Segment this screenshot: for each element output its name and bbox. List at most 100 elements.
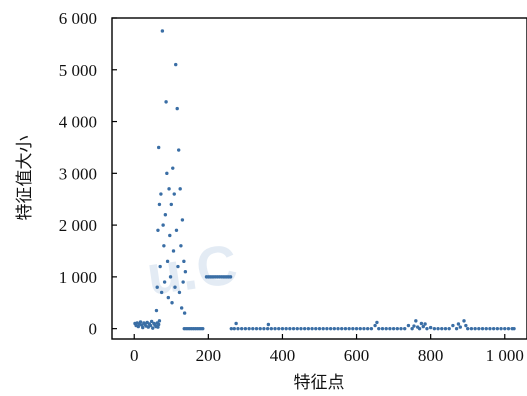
data-point <box>136 324 141 329</box>
data-point <box>159 192 163 196</box>
data-point <box>291 326 296 331</box>
data-point <box>447 326 451 331</box>
x-tick-label: 800 <box>418 346 444 365</box>
y-tick-label: 1 000 <box>59 268 97 287</box>
data-point <box>266 322 271 327</box>
data-point <box>425 326 429 331</box>
data-point <box>172 192 176 196</box>
data-point <box>432 326 437 331</box>
data-point <box>178 187 182 191</box>
data-point <box>149 319 154 324</box>
data-point <box>484 326 488 331</box>
data-point <box>480 326 485 331</box>
data-point <box>391 326 396 331</box>
data-point <box>179 306 184 310</box>
data-point <box>138 320 143 324</box>
data-point <box>161 223 165 227</box>
data-point <box>477 326 481 331</box>
data-point <box>168 233 172 238</box>
data-point <box>410 326 414 331</box>
data-point <box>262 326 266 331</box>
data-point <box>201 326 205 331</box>
y-tick-label: 0 <box>89 320 98 339</box>
data-point <box>182 259 186 264</box>
data-point <box>258 326 262 331</box>
data-point <box>269 326 274 331</box>
data-point <box>417 326 422 331</box>
x-tick-label: 400 <box>270 346 296 365</box>
data-point <box>340 326 344 331</box>
data-point <box>277 326 281 331</box>
data-point <box>406 323 411 328</box>
data-point <box>168 275 173 279</box>
data-point <box>170 301 174 305</box>
data-point <box>306 326 311 331</box>
data-point <box>317 326 322 331</box>
data-point <box>175 106 179 111</box>
data-point <box>180 218 185 222</box>
data-point <box>228 275 233 279</box>
data-point <box>380 326 385 331</box>
x-tick-label: 200 <box>196 346 222 365</box>
data-point <box>251 326 255 331</box>
data-point <box>343 326 348 331</box>
data-point <box>351 326 355 331</box>
axis-ticks: 0 1 000 2 000 3 000 4 000 5 000 6 000 0 200 400 60… <box>59 9 524 365</box>
data-point <box>232 326 236 331</box>
data-point <box>247 326 251 331</box>
data-point <box>388 326 392 331</box>
data-point <box>158 264 162 269</box>
data-point <box>419 321 424 326</box>
data-point <box>354 326 359 331</box>
data-point <box>179 244 183 248</box>
data-point <box>171 249 176 253</box>
data-point <box>176 264 180 269</box>
data-point <box>162 244 166 248</box>
data-point <box>373 323 377 328</box>
data-point <box>458 325 462 329</box>
data-point <box>177 148 181 152</box>
data-point <box>174 62 178 67</box>
data-point <box>384 326 388 331</box>
data-point <box>495 326 500 331</box>
data-point <box>336 326 340 331</box>
data-point <box>321 326 325 331</box>
data-point <box>451 323 455 328</box>
y-tick-label: 6 000 <box>59 9 97 28</box>
data-point <box>512 326 516 331</box>
data-point <box>295 326 299 331</box>
data-point <box>177 290 182 295</box>
data-point <box>229 326 234 331</box>
data-point <box>347 326 351 331</box>
data-point <box>428 325 433 330</box>
data-point <box>165 259 170 264</box>
data-point <box>273 326 277 331</box>
data-point <box>328 326 333 331</box>
data-point <box>288 326 292 331</box>
data-point <box>160 29 165 33</box>
y-axis-title: 特征值大小 <box>15 136 35 221</box>
data-point <box>159 290 164 295</box>
y-tick-label: 3 000 <box>59 164 97 183</box>
data-point <box>284 326 288 331</box>
data-point <box>174 228 179 232</box>
data-point <box>157 202 162 207</box>
data-point <box>399 326 403 331</box>
data-point <box>469 326 474 331</box>
data-point <box>139 323 144 327</box>
data-point <box>280 326 285 331</box>
data-point <box>182 311 187 315</box>
data-point <box>403 326 407 331</box>
y-tick-label: 4 000 <box>59 113 97 132</box>
data-point <box>395 326 400 331</box>
data-point <box>423 322 427 326</box>
data-point <box>156 228 160 232</box>
data-point <box>456 322 461 326</box>
plot-frame <box>111 17 527 340</box>
data-point <box>369 326 374 331</box>
data-point <box>375 320 379 325</box>
x-tick-label: 1 000 <box>486 346 524 365</box>
data-point <box>414 319 418 323</box>
watermark: u.C <box>143 232 241 307</box>
data-point <box>412 324 416 328</box>
